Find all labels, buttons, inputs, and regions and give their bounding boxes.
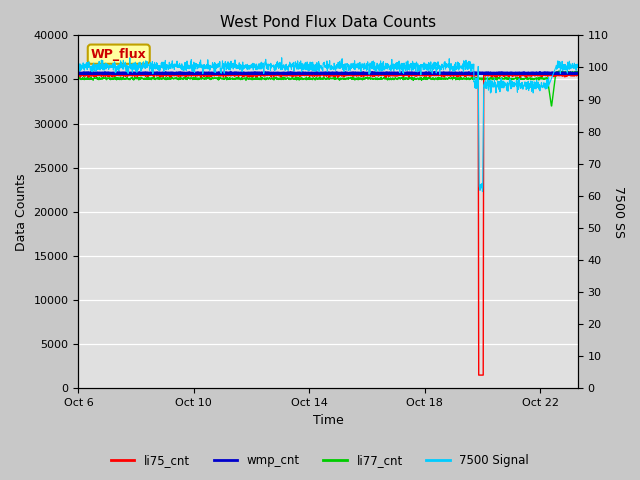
Y-axis label: 7500 SS: 7500 SS <box>612 186 625 238</box>
Text: WP_flux: WP_flux <box>91 48 147 60</box>
Legend: li75_cnt, wmp_cnt, li77_cnt, 7500 Signal: li75_cnt, wmp_cnt, li77_cnt, 7500 Signal <box>106 449 534 472</box>
Y-axis label: Data Counts: Data Counts <box>15 173 28 251</box>
Title: West Pond Flux Data Counts: West Pond Flux Data Counts <box>220 15 436 30</box>
X-axis label: Time: Time <box>312 414 344 427</box>
